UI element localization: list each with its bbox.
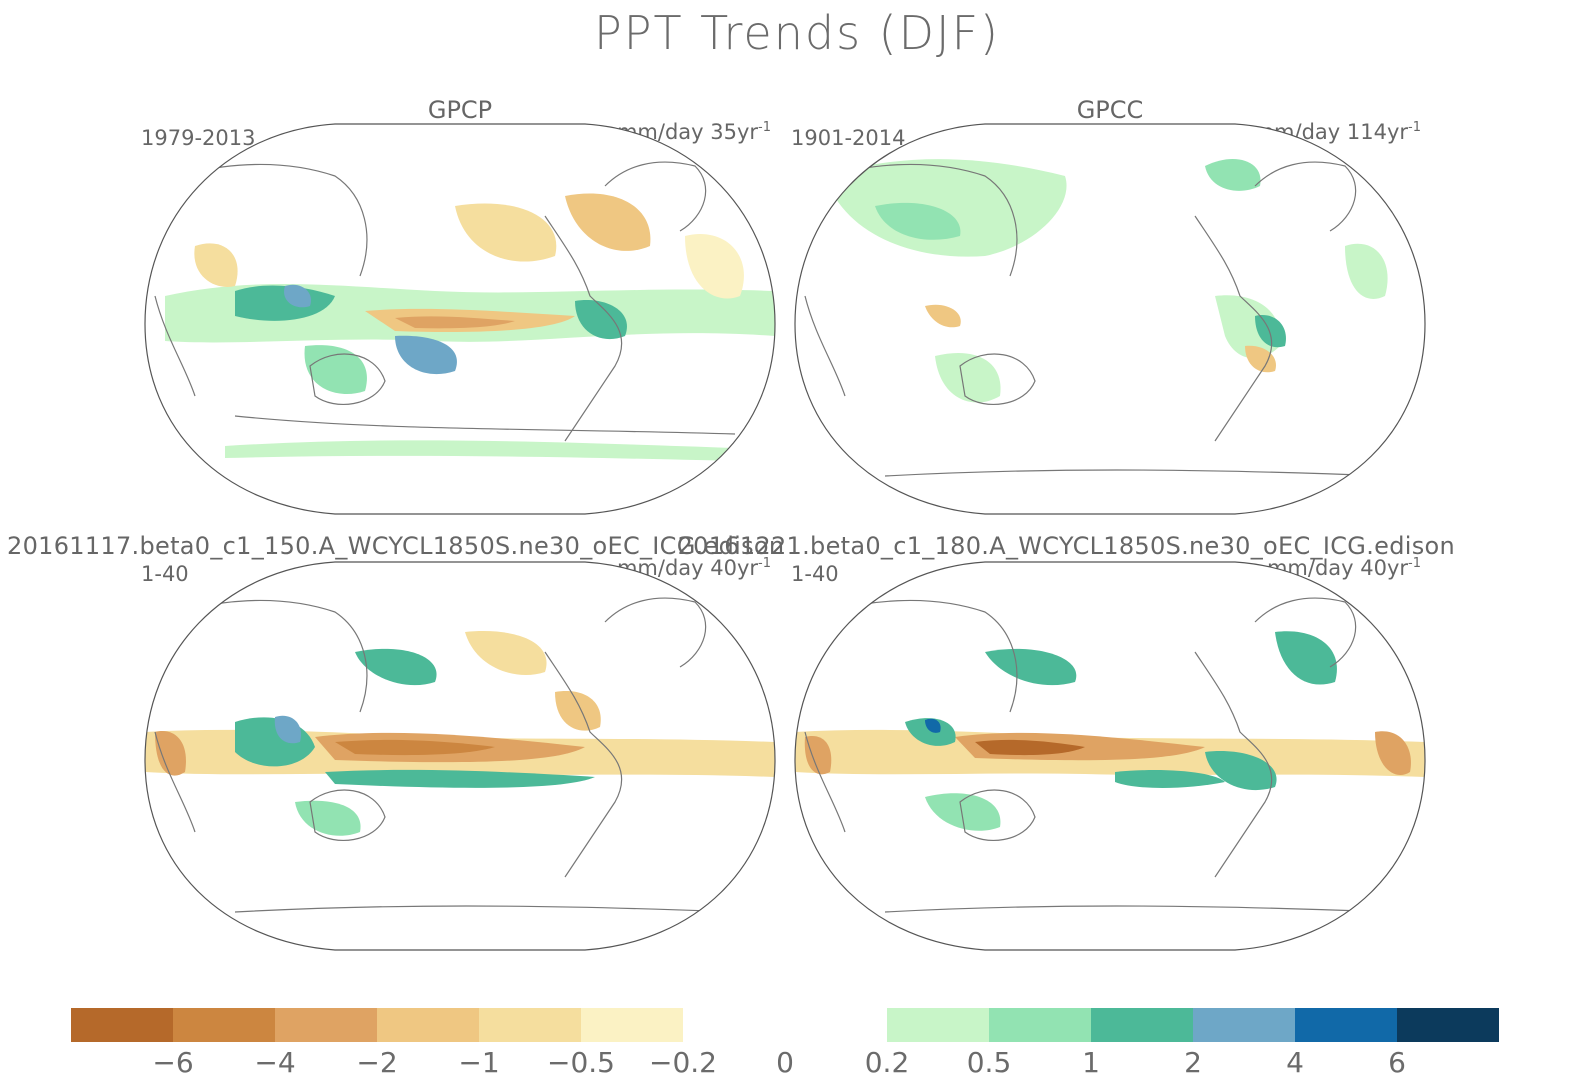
map-sim1 [144,561,776,951]
colorbar-tick-label: 2 [1184,1046,1202,1079]
colorbar-labels: −6 −4 −2 −1 −0.5 −0.2 0 0.2 0.5 1 2 4 6 [0,1046,1594,1079]
colorbar-swatch [275,1008,377,1042]
colorbar-swatch [377,1008,479,1042]
colorbar-tick-label: 0.2 [864,1046,910,1079]
colorbar-swatch [785,1008,887,1042]
colorbar-swatch [1295,1008,1397,1042]
colorbar-swatch [989,1008,1091,1042]
colorbar-swatch [71,1008,173,1042]
colorbar-tick-label: 1 [1082,1046,1100,1079]
colorbar-tick-label: −0.5 [547,1046,615,1079]
map-gpcc [794,123,1426,515]
colorbar-swatch [683,1008,785,1042]
colorbar-tick-label: −1 [458,1046,500,1079]
panel-gpcp: GPCP 1979-2013 mm/day 35yr-1 [135,96,785,516]
colorbar-swatch [479,1008,581,1042]
colorbar-tick-label: −6 [152,1046,194,1079]
panel-title: GPCP [427,96,493,124]
panel-title: 20161221.beta0_c1_180.A_WCYCL1850S.ne30_… [677,532,1455,560]
panel-period: 1-40 [791,562,839,586]
colorbar-swatch [1091,1008,1193,1042]
panel-period: 1901-2014 [791,126,906,150]
colorbar-tick-label: −0.2 [649,1046,717,1079]
colorbar-swatch [887,1008,989,1042]
panel-title: GPCC [1076,96,1144,124]
figure-title: PPT Trends (DJF) [593,6,1001,60]
colorbar-swatch [1193,1008,1295,1042]
panel-sim2: 20161221.beta0_c1_180.A_WCYCL1850S.ne30_… [678,532,1455,952]
colorbar-tick-label: 0.5 [966,1046,1012,1079]
panel-period: 1979-2013 [141,126,256,150]
colorbar-tick-label: −4 [254,1046,296,1079]
map-sim2 [794,561,1426,951]
colorbar-tick-label: 0 [776,1046,794,1079]
colorbar-tick-label: 6 [1388,1046,1406,1079]
colorbar-swatch [1397,1008,1499,1042]
colorbar-tick-label: 4 [1286,1046,1304,1079]
panel-sim1: 20161117.beta0_c1_150.A_WCYCL1850S.ne30_… [7,532,785,952]
colorbar [71,1008,1499,1042]
panel-period: 1-40 [141,562,189,586]
colorbar-tick-label: −2 [356,1046,398,1079]
panel-gpcc: GPCC 1901-2014 mm/day 114yr-1 [785,96,1435,516]
panel-title: 20161117.beta0_c1_150.A_WCYCL1850S.ne30_… [7,532,785,560]
colorbar-swatch [173,1008,275,1042]
map-gpcp [144,123,776,515]
colorbar-swatch [581,1008,683,1042]
